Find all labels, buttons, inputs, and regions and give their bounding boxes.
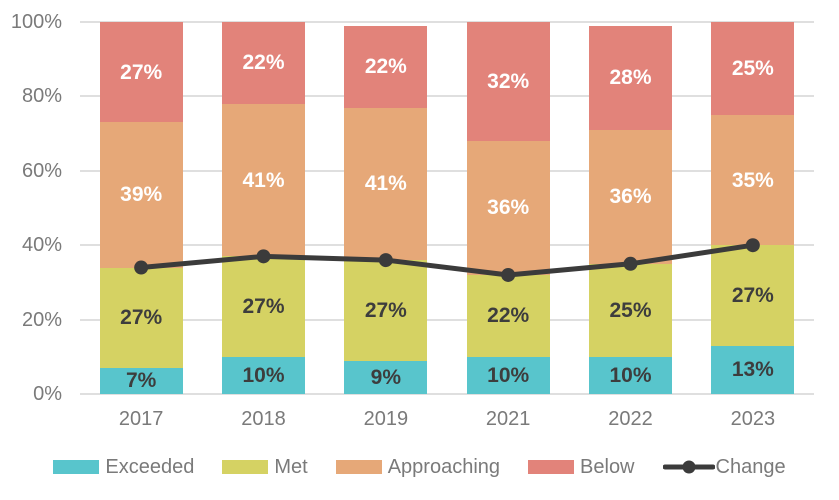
legend-swatch bbox=[53, 460, 100, 474]
bar-segment-label: 10% bbox=[242, 363, 285, 387]
legend-swatch bbox=[222, 460, 269, 474]
bar-segment-label: 27% bbox=[364, 298, 407, 322]
x-axis-label: 2018 bbox=[241, 408, 286, 430]
bar-segment-met: 27% bbox=[711, 245, 795, 346]
y-axis-label: 60% bbox=[21, 159, 62, 182]
x-axis-label: 2022 bbox=[608, 408, 653, 430]
bar-segment-label: 25% bbox=[731, 57, 774, 80]
bar-segment-below: 28% bbox=[589, 25, 672, 130]
legend-item-met: Met bbox=[222, 455, 308, 479]
bar-segment-label: 10% bbox=[609, 363, 652, 387]
legend-label: Exceeded bbox=[105, 455, 195, 478]
bar-segment-label: 25% bbox=[609, 298, 652, 322]
bar-segment-exceeded: 7% bbox=[99, 367, 183, 394]
bar-segment-met: 27% bbox=[222, 256, 305, 357]
bar-segment-approaching: 36% bbox=[466, 141, 550, 275]
bar-segment-exceeded: 10% bbox=[222, 356, 305, 394]
bar-segment-label: 41% bbox=[242, 168, 285, 192]
y-axis-label: 40% bbox=[21, 234, 62, 257]
gridline bbox=[80, 318, 814, 321]
x-axis-label: 2023 bbox=[730, 408, 776, 430]
bar-segment-label: 22% bbox=[364, 55, 407, 79]
bar-segment-met: 27% bbox=[344, 260, 428, 361]
bar-segment-label: 41% bbox=[364, 172, 407, 196]
legend-item-approaching: Approaching bbox=[335, 455, 501, 479]
gridline bbox=[80, 95, 814, 98]
y-axis-label: 80% bbox=[21, 85, 62, 108]
gridline bbox=[80, 393, 814, 395]
bar-segment-label: 13% bbox=[731, 358, 774, 382]
bar-segment-label: 27% bbox=[242, 295, 285, 319]
bar-segment-approaching: 35% bbox=[711, 115, 795, 246]
bar-segment-below: 27% bbox=[99, 22, 183, 123]
y-axis-label: 100% bbox=[10, 11, 62, 33]
bar-segment-label: 27% bbox=[120, 60, 163, 84]
y-axis-label: 0% bbox=[33, 383, 62, 405]
bar-segment-below: 22% bbox=[222, 22, 305, 104]
x-axis-label: 2019 bbox=[363, 408, 409, 430]
bar-segment-label: 39% bbox=[120, 183, 163, 207]
gridline bbox=[80, 169, 814, 172]
bar-segment-label: 10% bbox=[487, 363, 530, 387]
bar-segment-label: 9% bbox=[370, 365, 401, 389]
bar-segment-approaching: 39% bbox=[99, 122, 183, 268]
bar-segment-label: 36% bbox=[487, 196, 530, 220]
bar-segment-approaching: 41% bbox=[344, 107, 428, 261]
bar-segment-label: 35% bbox=[731, 168, 774, 192]
bar-segment-approaching: 36% bbox=[589, 129, 672, 264]
legend-label: Met bbox=[274, 455, 308, 478]
bar-segment-below: 32% bbox=[466, 22, 550, 142]
legend-swatch bbox=[335, 460, 382, 474]
bar-segment-label: 27% bbox=[120, 306, 163, 330]
bar-segment-label: 22% bbox=[242, 51, 285, 75]
legend-label: Change bbox=[715, 455, 786, 478]
bar-segment-label: 7% bbox=[125, 369, 157, 393]
bar-segment-label: 28% bbox=[609, 66, 652, 90]
bar-segment-exceeded: 13% bbox=[711, 345, 795, 394]
legend: Exceeded Met Approaching Below Change bbox=[0, 452, 839, 482]
bar-segment-met: 25% bbox=[589, 263, 672, 357]
legend-item-below: Below bbox=[528, 455, 635, 479]
y-axis-label: 20% bbox=[21, 308, 62, 331]
bar-segment-below: 22% bbox=[344, 25, 428, 108]
legend-item-exceeded: Exceeded bbox=[53, 456, 194, 479]
gridline bbox=[80, 244, 814, 247]
legend-label: Below bbox=[580, 455, 635, 478]
bar-segment-label: 32% bbox=[487, 70, 530, 94]
bar-segment-met: 22% bbox=[466, 274, 550, 357]
legend-swatch bbox=[528, 460, 575, 474]
gridline bbox=[80, 21, 814, 23]
bar-segment-label: 27% bbox=[731, 283, 774, 307]
bar-segment-exceeded: 9% bbox=[344, 360, 428, 394]
bar-segment-label: 36% bbox=[609, 185, 652, 209]
bar-segment-label: 22% bbox=[487, 304, 530, 328]
bar-segment-below: 25% bbox=[711, 22, 795, 115]
x-axis-label: 2021 bbox=[485, 408, 531, 430]
legend-label: Approaching bbox=[387, 455, 501, 478]
x-axis-label: 2017 bbox=[118, 408, 164, 430]
legend-line-glyph bbox=[662, 460, 715, 474]
bar-segment-approaching: 41% bbox=[222, 103, 305, 257]
legend-item-change: Change bbox=[662, 455, 786, 479]
bar-segment-exceeded: 10% bbox=[589, 356, 672, 394]
bar-segment-met: 27% bbox=[99, 267, 183, 368]
bar-segment-exceeded: 10% bbox=[466, 356, 550, 394]
